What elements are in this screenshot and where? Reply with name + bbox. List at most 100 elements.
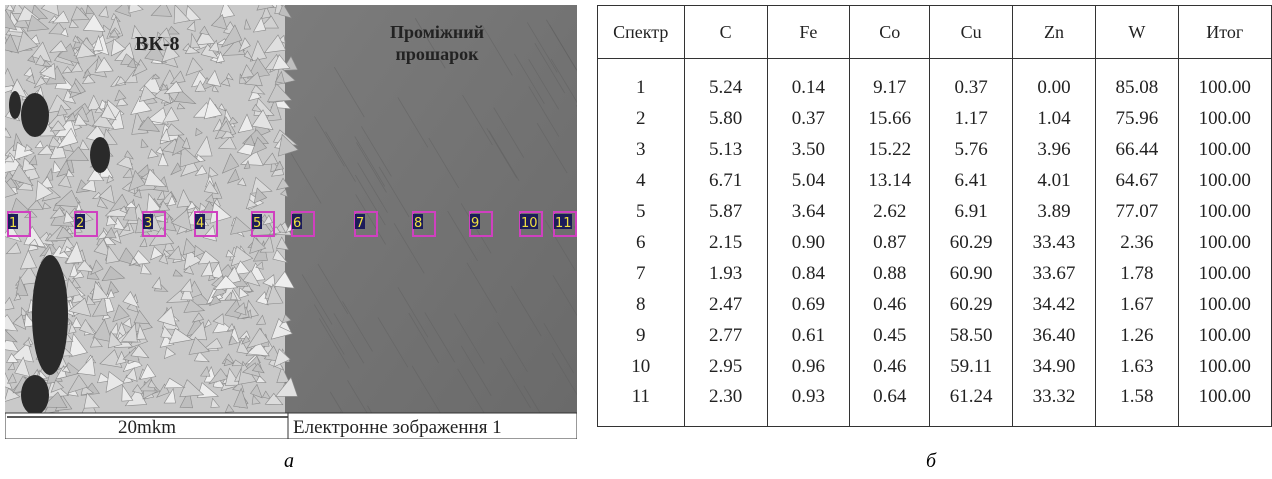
panel-letter: б xyxy=(926,450,936,473)
table-cell: 100.00 xyxy=(1178,289,1271,320)
header-cell: W xyxy=(1096,6,1178,59)
table-cell: 5.76 xyxy=(930,134,1012,165)
header-cell: Итог xyxy=(1178,6,1271,59)
table-cell: 2.47 xyxy=(684,289,767,320)
table-cell: 100.00 xyxy=(1178,258,1271,289)
table-cell: 1.63 xyxy=(1096,351,1178,382)
table-cell: 0.64 xyxy=(850,382,930,427)
table-row: 55.873.642.626.913.8977.07100.00 xyxy=(598,196,1272,227)
table-cell: 0.45 xyxy=(850,320,930,351)
table-cell: 100.00 xyxy=(1178,382,1271,427)
table-cell: 100.00 xyxy=(1178,165,1271,196)
table-cell: 0.00 xyxy=(1012,59,1095,104)
spectrum-label: 7 xyxy=(356,216,364,231)
spectrum-label: 9 xyxy=(471,216,479,231)
table-cell: 9.17 xyxy=(850,59,930,104)
table-cell: 6 xyxy=(598,227,685,258)
table-cell: 0.46 xyxy=(850,289,930,320)
table-cell: 85.08 xyxy=(1096,59,1178,104)
table-cell: 9 xyxy=(598,320,685,351)
header-cell: Спектр xyxy=(598,6,685,59)
region-label: Проміжний xyxy=(390,22,484,42)
composition-table: СпектрCFeCoCuZnWИтог15.240.149.170.370.0… xyxy=(597,5,1272,427)
pore xyxy=(32,255,68,375)
table-cell: 59.11 xyxy=(930,351,1012,382)
table-cell: 1.17 xyxy=(930,103,1012,134)
table-cell: 33.67 xyxy=(1012,258,1095,289)
table-cell: 1.67 xyxy=(1096,289,1178,320)
page: ВК-8 Проміжний прошарок 1234567891011 20… xyxy=(0,0,1272,479)
table-cell: 2.77 xyxy=(684,320,767,351)
pore xyxy=(21,93,49,137)
table-cell: 1.93 xyxy=(684,258,767,289)
table-cell: 0.14 xyxy=(767,59,849,104)
header-cell: Cu xyxy=(930,6,1012,59)
table-cell: 4 xyxy=(598,165,685,196)
table-row: 71.930.840.8860.9033.671.78100.00 xyxy=(598,258,1272,289)
table-cell: 15.22 xyxy=(850,134,930,165)
table-cell: 3.89 xyxy=(1012,196,1095,227)
table-row: 92.770.610.4558.5036.401.26100.00 xyxy=(598,320,1272,351)
pore xyxy=(21,375,49,415)
table-cell: 2.62 xyxy=(850,196,930,227)
table-cell: 61.24 xyxy=(930,382,1012,427)
table-cell: 7 xyxy=(598,258,685,289)
table-cell: 6.91 xyxy=(930,196,1012,227)
image-caption: Електронне зображення 1 xyxy=(293,417,502,438)
table-cell: 33.32 xyxy=(1012,382,1095,427)
scale-label: 20mkm xyxy=(118,417,176,438)
table-row: 82.470.690.4660.2934.421.67100.00 xyxy=(598,289,1272,320)
spectrum-label: 11 xyxy=(555,216,572,231)
table-cell: 2 xyxy=(598,103,685,134)
table-cell: 5 xyxy=(598,196,685,227)
table-cell: 6.41 xyxy=(930,165,1012,196)
region-label: прошарок xyxy=(396,44,480,64)
table-cell: 0.46 xyxy=(850,351,930,382)
header-cell: Co xyxy=(850,6,930,59)
spectrum-label: 3 xyxy=(144,216,152,231)
spectrum-label: 4 xyxy=(196,216,204,231)
pore xyxy=(90,137,110,173)
micrograph-panel: ВК-8 Проміжний прошарок 1234567891011 20… xyxy=(5,5,577,439)
table-cell: 2.15 xyxy=(684,227,767,258)
table-cell: 66.44 xyxy=(1096,134,1178,165)
table-cell: 0.69 xyxy=(767,289,849,320)
table-cell: 10 xyxy=(598,351,685,382)
table-cell: 100.00 xyxy=(1178,103,1271,134)
table-cell: 0.88 xyxy=(850,258,930,289)
table-cell: 1.26 xyxy=(1096,320,1178,351)
table-cell: 0.37 xyxy=(930,59,1012,104)
spectrum-label: 2 xyxy=(76,216,84,231)
table-cell: 1 xyxy=(598,59,685,104)
table-row: 102.950.960.4659.1134.901.63100.00 xyxy=(598,351,1272,382)
table-cell: 11 xyxy=(598,382,685,427)
table-cell: 3.96 xyxy=(1012,134,1095,165)
table-cell: 34.42 xyxy=(1012,289,1095,320)
table-cell: 60.29 xyxy=(930,289,1012,320)
table-cell: 0.90 xyxy=(767,227,849,258)
spectrum-label: 5 xyxy=(253,216,261,231)
table-cell: 13.14 xyxy=(850,165,930,196)
table-cell: 1.04 xyxy=(1012,103,1095,134)
table-cell: 1.78 xyxy=(1096,258,1178,289)
table-cell: 0.84 xyxy=(767,258,849,289)
table-cell: 100.00 xyxy=(1178,320,1271,351)
table-cell: 3.64 xyxy=(767,196,849,227)
header-cell: Zn xyxy=(1012,6,1095,59)
table-cell: 2.95 xyxy=(684,351,767,382)
region-label: ВК-8 xyxy=(135,33,180,55)
spectrum-label: 6 xyxy=(293,216,301,231)
table-cell: 0.93 xyxy=(767,382,849,427)
table-cell: 100.00 xyxy=(1178,351,1271,382)
table-cell: 100.00 xyxy=(1178,227,1271,258)
table-cell: 100.00 xyxy=(1178,59,1271,104)
table-cell: 3.50 xyxy=(767,134,849,165)
table-cell: 60.29 xyxy=(930,227,1012,258)
table-cell: 5.24 xyxy=(684,59,767,104)
spectrum-label: 1 xyxy=(9,216,17,231)
pore xyxy=(9,91,21,119)
table-cell: 100.00 xyxy=(1178,134,1271,165)
table-row: 46.715.0413.146.414.0164.67100.00 xyxy=(598,165,1272,196)
